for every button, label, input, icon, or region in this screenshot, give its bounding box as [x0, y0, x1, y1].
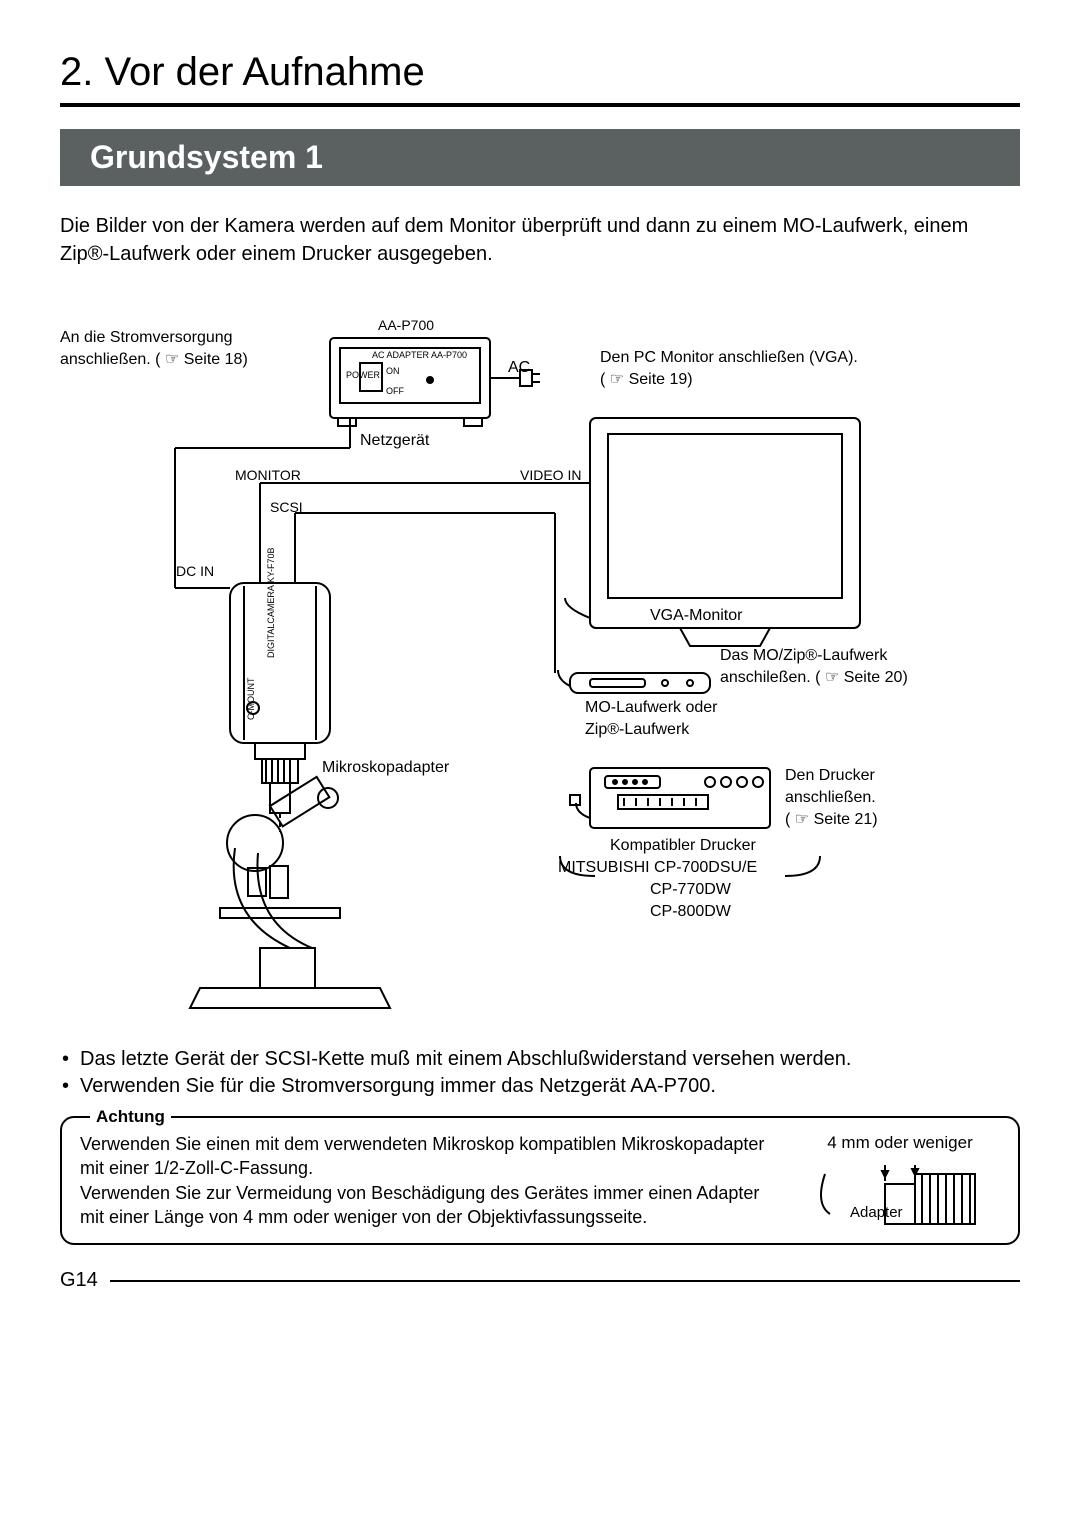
- lbl-mikroskop: Mikroskopadapter: [322, 758, 449, 779]
- lbl-pc-monitor-2: ( ☞ Seite 19): [600, 370, 693, 391]
- lbl-printer-m1: MITSUBISHI CP-700DSU/E: [558, 858, 757, 879]
- lbl-cam-side2: C-MOUNT: [246, 678, 258, 721]
- lbl-netzgeraet: Netzgerät: [360, 431, 429, 452]
- achtung-title: Achtung: [90, 1106, 171, 1129]
- lbl-printer-m2: CP-770DW: [650, 880, 731, 901]
- lbl-printer-3: ( ☞ Seite 21): [785, 810, 878, 831]
- footer-line: [110, 1280, 1020, 1282]
- lbl-mo-drive-1: MO-Laufwerk oder: [585, 698, 718, 719]
- lbl-scsi: SCSI: [270, 498, 303, 516]
- lbl-mo-drive-2: Zip®-Laufwerk: [585, 720, 689, 741]
- system-diagram: An die Stromversorgung anschließen. ( ☞ …: [60, 308, 1020, 1028]
- lbl-power-connect-1: An die Stromversorgung: [60, 328, 233, 349]
- achtung-figure: 4 mm oder weniger: [800, 1132, 1000, 1229]
- lbl-monitor-port: MONITOR: [235, 466, 301, 484]
- achtung-adapter-label: Adapter: [850, 1204, 903, 1221]
- chapter-title: 2. Vor der Aufnahme: [60, 50, 1020, 107]
- lbl-pc-monitor-1: Den PC Monitor anschließen (VGA).: [600, 348, 858, 369]
- lbl-power-tiny: POWER: [346, 370, 380, 382]
- section-title-bar: Grundsystem 1: [60, 129, 1020, 186]
- lbl-aa-p700: AA-P700: [378, 316, 434, 334]
- achtung-fig-caption: 4 mm oder weniger: [800, 1132, 1000, 1155]
- lbl-ac: AC: [508, 358, 530, 379]
- bullet-list: Das letzte Gerät der SCSI-Kette muß mit …: [60, 1048, 1020, 1098]
- lbl-printer-m3: CP-800DW: [650, 902, 731, 923]
- intro-paragraph: Die Bilder von der Kamera werden auf dem…: [60, 212, 1020, 268]
- achtung-box: Achtung Verwenden Sie einen mit dem verw…: [60, 1116, 1020, 1245]
- lbl-vga-monitor: VGA-Monitor: [650, 606, 742, 627]
- lbl-cam-side1: DIGITALCAMERA KY-F70B: [266, 547, 278, 658]
- achtung-text: Verwenden Sie einen mit dem verwendeten …: [80, 1132, 780, 1229]
- page-number: G14: [60, 1269, 98, 1292]
- lbl-power-connect-2: anschließen. ( ☞ Seite 18): [60, 350, 248, 371]
- lbl-printer-2: anschließen.: [785, 788, 876, 809]
- page-footer: G14: [60, 1269, 1020, 1292]
- lbl-mo-zip-2: anschileßen. ( ☞ Seite 20): [720, 668, 908, 689]
- lbl-on-tiny: ON: [386, 366, 400, 378]
- lbl-video-in: VIDEO IN: [520, 466, 581, 484]
- bullet-item: Das letzte Gerät der SCSI-Kette muß mit …: [60, 1048, 1020, 1071]
- lbl-printer-1: Den Drucker: [785, 766, 875, 787]
- lbl-dc-in: DC IN: [176, 562, 214, 580]
- bullet-item: Verwenden Sie für die Stromversorgung im…: [60, 1075, 1020, 1098]
- lbl-mo-zip-1: Das MO/Zip®-Laufwerk: [720, 646, 887, 667]
- lbl-ac-adapter-tiny: AC ADAPTER AA-P700: [372, 350, 467, 362]
- lbl-printer-compat: Kompatibler Drucker: [610, 836, 756, 857]
- lbl-off-tiny: OFF: [386, 386, 404, 398]
